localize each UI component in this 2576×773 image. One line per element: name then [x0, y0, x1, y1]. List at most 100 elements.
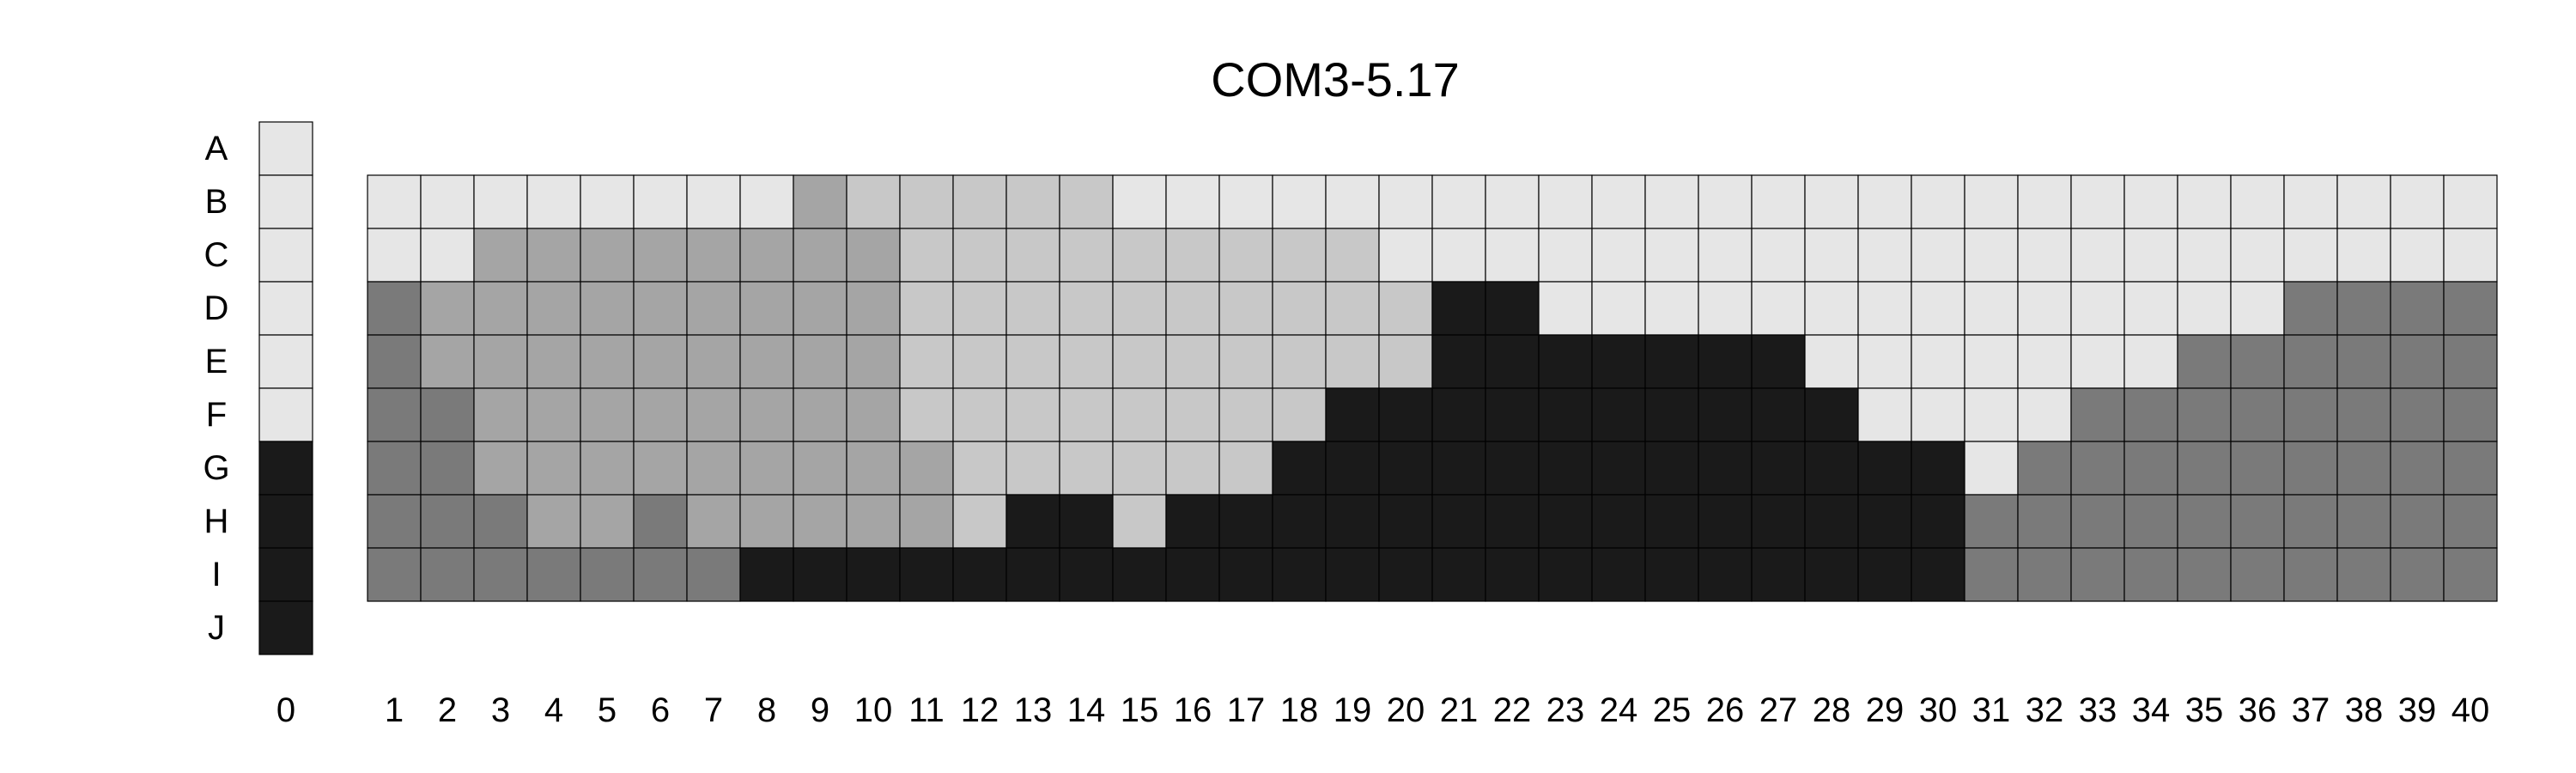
grid-cell-c-15	[1112, 228, 1167, 283]
column-label-6: 6	[651, 691, 670, 729]
grid-cell-e-14	[1059, 334, 1114, 389]
key-cell-f	[258, 387, 313, 442]
grid-cell-d-16	[1165, 281, 1220, 336]
grid-cell-e-6	[633, 334, 688, 389]
grid-cell-g-35	[2177, 441, 2232, 496]
grid-cell-i-16	[1165, 547, 1220, 602]
grid-cell-c-4	[526, 228, 581, 283]
grid-cell-i-20	[1378, 547, 1433, 602]
grid-cell-c-32	[2017, 228, 2072, 283]
column-label-13: 13	[1014, 691, 1053, 729]
grid-cell-c-35	[2177, 228, 2232, 283]
grid-cell-d-14	[1059, 281, 1114, 336]
grid-cell-b-2	[420, 174, 475, 229]
grid-cell-b-28	[1804, 174, 1859, 229]
grid-cell-c-22	[1485, 228, 1540, 283]
grid-cell-i-34	[2123, 547, 2178, 602]
grid-cell-d-32	[2017, 281, 2072, 336]
grid-cell-e-7	[686, 334, 741, 389]
grid-cell-g-4	[526, 441, 581, 496]
grid-cell-c-33	[2070, 228, 2125, 283]
grid-cell-d-30	[1911, 281, 1965, 336]
grid-cell-f-5	[580, 387, 635, 442]
grid-cell-h-7	[686, 494, 741, 549]
grid-cell-g-24	[1591, 441, 1646, 496]
grid-cell-b-17	[1218, 174, 1273, 229]
grid-cell-b-32	[2017, 174, 2072, 229]
grid-cell-e-16	[1165, 334, 1220, 389]
grid-cell-c-24	[1591, 228, 1646, 283]
grid-cell-d-25	[1644, 281, 1699, 336]
column-label-25: 25	[1653, 691, 1692, 729]
grid-cell-b-39	[2390, 174, 2445, 229]
grid-cell-e-31	[1964, 334, 2019, 389]
grid-cell-f-30	[1911, 387, 1965, 442]
grid-cell-g-12	[952, 441, 1007, 496]
grid-cell-f-6	[633, 387, 688, 442]
grid-cell-d-1	[367, 281, 422, 336]
grid-cell-e-38	[2336, 334, 2391, 389]
grid-cell-b-6	[633, 174, 688, 229]
grid-cell-c-38	[2336, 228, 2391, 283]
grid-cell-c-6	[633, 228, 688, 283]
grid-cell-f-36	[2230, 387, 2285, 442]
grid-cell-i-4	[526, 547, 581, 602]
grid-cell-d-24	[1591, 281, 1646, 336]
column-label-38: 38	[2345, 691, 2384, 729]
grid-cell-i-7	[686, 547, 741, 602]
column-label-23: 23	[1546, 691, 1585, 729]
grid-cell-f-7	[686, 387, 741, 442]
grid-cell-e-30	[1911, 334, 1965, 389]
column-label-2: 2	[438, 691, 457, 729]
grid-cell-b-9	[793, 174, 848, 229]
grid-cell-i-3	[473, 547, 528, 602]
grid-cell-f-32	[2017, 387, 2072, 442]
grid-cell-i-30	[1911, 547, 1965, 602]
grid-cell-f-34	[2123, 387, 2178, 442]
column-label-29: 29	[1866, 691, 1905, 729]
grid-cell-i-6	[633, 547, 688, 602]
grid-cell-i-38	[2336, 547, 2391, 602]
grid-cell-i-36	[2230, 547, 2285, 602]
grid-cell-e-20	[1378, 334, 1433, 389]
grid-cell-i-14	[1059, 547, 1114, 602]
grid-cell-e-18	[1272, 334, 1327, 389]
grid-cell-f-18	[1272, 387, 1327, 442]
grid-cell-e-21	[1431, 334, 1486, 389]
grid-cell-d-33	[2070, 281, 2125, 336]
grid-cell-c-16	[1165, 228, 1220, 283]
grid-cell-d-38	[2336, 281, 2391, 336]
grid-cell-f-25	[1644, 387, 1699, 442]
grid-cell-h-25	[1644, 494, 1699, 549]
grid-cell-c-23	[1538, 228, 1593, 283]
grid-cell-b-29	[1857, 174, 1912, 229]
grid-cell-e-12	[952, 334, 1007, 389]
grid-cell-g-8	[739, 441, 794, 496]
grid-cell-i-27	[1751, 547, 1806, 602]
grid-cell-c-11	[899, 228, 954, 283]
grid-cell-g-14	[1059, 441, 1114, 496]
grid-cell-d-21	[1431, 281, 1486, 336]
grid-cell-i-18	[1272, 547, 1327, 602]
grid-cell-b-36	[2230, 174, 2285, 229]
grid-cell-h-22	[1485, 494, 1540, 549]
grid-cell-h-27	[1751, 494, 1806, 549]
column-label-19: 19	[1334, 691, 1372, 729]
grid-cell-f-2	[420, 387, 475, 442]
grid-cell-g-28	[1804, 441, 1859, 496]
key-cell-b	[258, 174, 313, 229]
grid-cell-g-9	[793, 441, 848, 496]
column-label-7: 7	[704, 691, 723, 729]
grid-cell-g-21	[1431, 441, 1486, 496]
key-column	[258, 121, 313, 655]
grid-cell-f-24	[1591, 387, 1646, 442]
grid-cell-g-31	[1964, 441, 2019, 496]
grid-cell-d-6	[633, 281, 688, 336]
grid-cell-d-10	[846, 281, 901, 336]
grid-cell-h-40	[2443, 494, 2498, 549]
column-label-24: 24	[1600, 691, 1638, 729]
grid-cell-b-25	[1644, 174, 1699, 229]
grid-cell-b-12	[952, 174, 1007, 229]
grid-cell-f-16	[1165, 387, 1220, 442]
